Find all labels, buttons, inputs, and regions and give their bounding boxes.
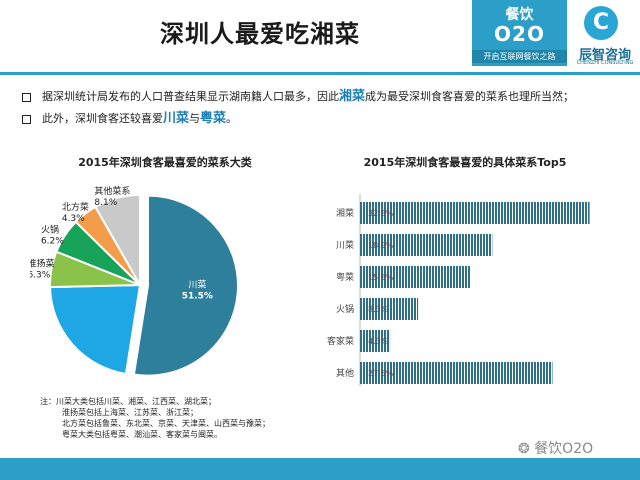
bar: [360, 330, 391, 352]
pie-slice-label: 川菜: [188, 279, 206, 291]
bullet-text: 。: [226, 112, 238, 125]
pie-slice-label: 淮扬菜: [30, 258, 54, 270]
logo-o2o: O2O: [494, 22, 545, 46]
note-line: 川菜大类包括川菜、湘菜、江西菜、湖北菜；: [56, 397, 216, 406]
bullet-text: 据深圳统计局发布的人口普查结果显示湖南籍人口最多，因此: [42, 90, 339, 103]
bullet-text: 成为最受深圳食客喜爱的菜系也理所当然；: [365, 90, 575, 103]
pie-chart: 2015年深圳食客最喜爱的菜系大类 川菜51.5%粤菜21.7%淮扬菜6.3%火…: [30, 155, 253, 377]
highlight-text: 川菜: [163, 111, 190, 126]
logo-brand: 餐饮: [505, 7, 534, 23]
bar-value-label: 32.8%: [368, 209, 394, 218]
bar-value-label: 4.3%: [368, 337, 389, 346]
bullet-text: 此外，深圳食客还较喜爱: [42, 112, 163, 125]
header-divider: [0, 72, 640, 75]
bar-category-label: 客家菜: [327, 335, 354, 347]
footnote: 注：川菜大类包括川菜、湘菜、江西菜、湖北菜； 淮扬菜包括上海菜、江苏菜、浙江菜；…: [40, 396, 340, 440]
pie-slice-value: 6.3%: [30, 271, 51, 281]
pie-slice-value: 51.5%: [182, 292, 213, 302]
note-line: 淮扬菜包括上海菜、江苏菜、浙江菜；: [62, 408, 198, 417]
pie-slice-value: 4.3%: [62, 214, 85, 224]
logo-slogan: 开启互联网餐饮之路: [472, 50, 567, 63]
wechat-watermark: ❂ 餐饮O2O: [518, 438, 593, 458]
pie-slice-label: 火锅: [41, 225, 59, 236]
note-line: 粤菜大类包括粤菜、潮汕菜、客家菜与闽菜。: [62, 430, 222, 439]
highlight-text: 粤菜: [200, 111, 227, 126]
watermark-text: 餐饮O2O: [534, 441, 594, 457]
footer-bar: [0, 458, 640, 480]
bar: [360, 362, 553, 384]
bar-value-label: 27.5%: [368, 369, 394, 378]
bar-chart: 2015年深圳食客最喜爱的具体菜系Top5 湘菜 32.8% 川菜 18.9% 粤菜 15…: [327, 155, 590, 386]
company-name: 辰智咨询: [578, 48, 631, 63]
note-lead: 注：: [40, 397, 56, 406]
checkbox-bullet-icon: [22, 115, 31, 124]
pie-slice: [94, 193, 141, 289]
pie-slice-value: 8.1%: [94, 198, 117, 208]
bar-category-label: 川菜: [336, 239, 354, 251]
company-logo-icon: C: [584, 6, 618, 40]
bullet-item: 据深圳统计局发布的人口普查结果显示湖南籍人口最多，因此湘菜成为最受深圳食客喜爱的…: [20, 86, 630, 108]
company-subtitle: CHENZHI CONSULTING: [576, 60, 634, 66]
bar-value-label: 18.9%: [368, 241, 394, 250]
note-line: 北方菜包括鲁菜、东北菜、京菜、天津菜、山西菜与豫菜；: [62, 419, 270, 428]
pie-slice-label: 其他菜系: [94, 185, 130, 197]
pie-slice-label: 北方菜: [62, 201, 89, 213]
o2o-logo: 餐饮 O2O 开启互联网餐饮之路: [472, 0, 567, 66]
checkbox-bullet-icon: [22, 93, 31, 102]
bar-value-label: 8.3%: [368, 305, 389, 314]
page-title: 深圳人最爱吃湘菜: [160, 20, 360, 48]
pie-slice: [132, 194, 239, 377]
pie-chart-title: 2015年深圳食客最喜爱的菜系大类: [78, 155, 253, 169]
bar-value-label: 15.8%: [368, 273, 394, 282]
bar: [360, 202, 590, 224]
bullet-item: 此外，深圳食客还较喜爱川菜与粤菜。: [20, 108, 630, 130]
bar-chart-title: 2015年深圳食客最喜爱的具体菜系Top5: [364, 155, 567, 169]
header: 深圳人最爱吃湘菜 餐饮 O2O 开启互联网餐饮之路 C 辰智咨询 CHENZHI…: [0, 0, 640, 70]
pie-slice: [49, 283, 142, 376]
bar: [360, 234, 493, 256]
bullet-list: 据深圳统计局发布的人口普查结果显示湖南籍人口最多，因此湘菜成为最受深圳食客喜爱的…: [20, 86, 630, 130]
bar-category-label: 粤菜: [336, 271, 354, 283]
highlight-text: 湘菜: [339, 89, 366, 104]
bar: [360, 266, 471, 288]
bar-category-label: 火锅: [336, 304, 354, 315]
wechat-icon: ❂: [518, 441, 530, 457]
bar: [360, 298, 419, 320]
bar-category-label: 其他: [336, 367, 354, 379]
bar-category-label: 湘菜: [336, 207, 354, 219]
pie-slice-value: 6.2%: [41, 237, 64, 247]
bullet-text: 与: [189, 112, 201, 125]
